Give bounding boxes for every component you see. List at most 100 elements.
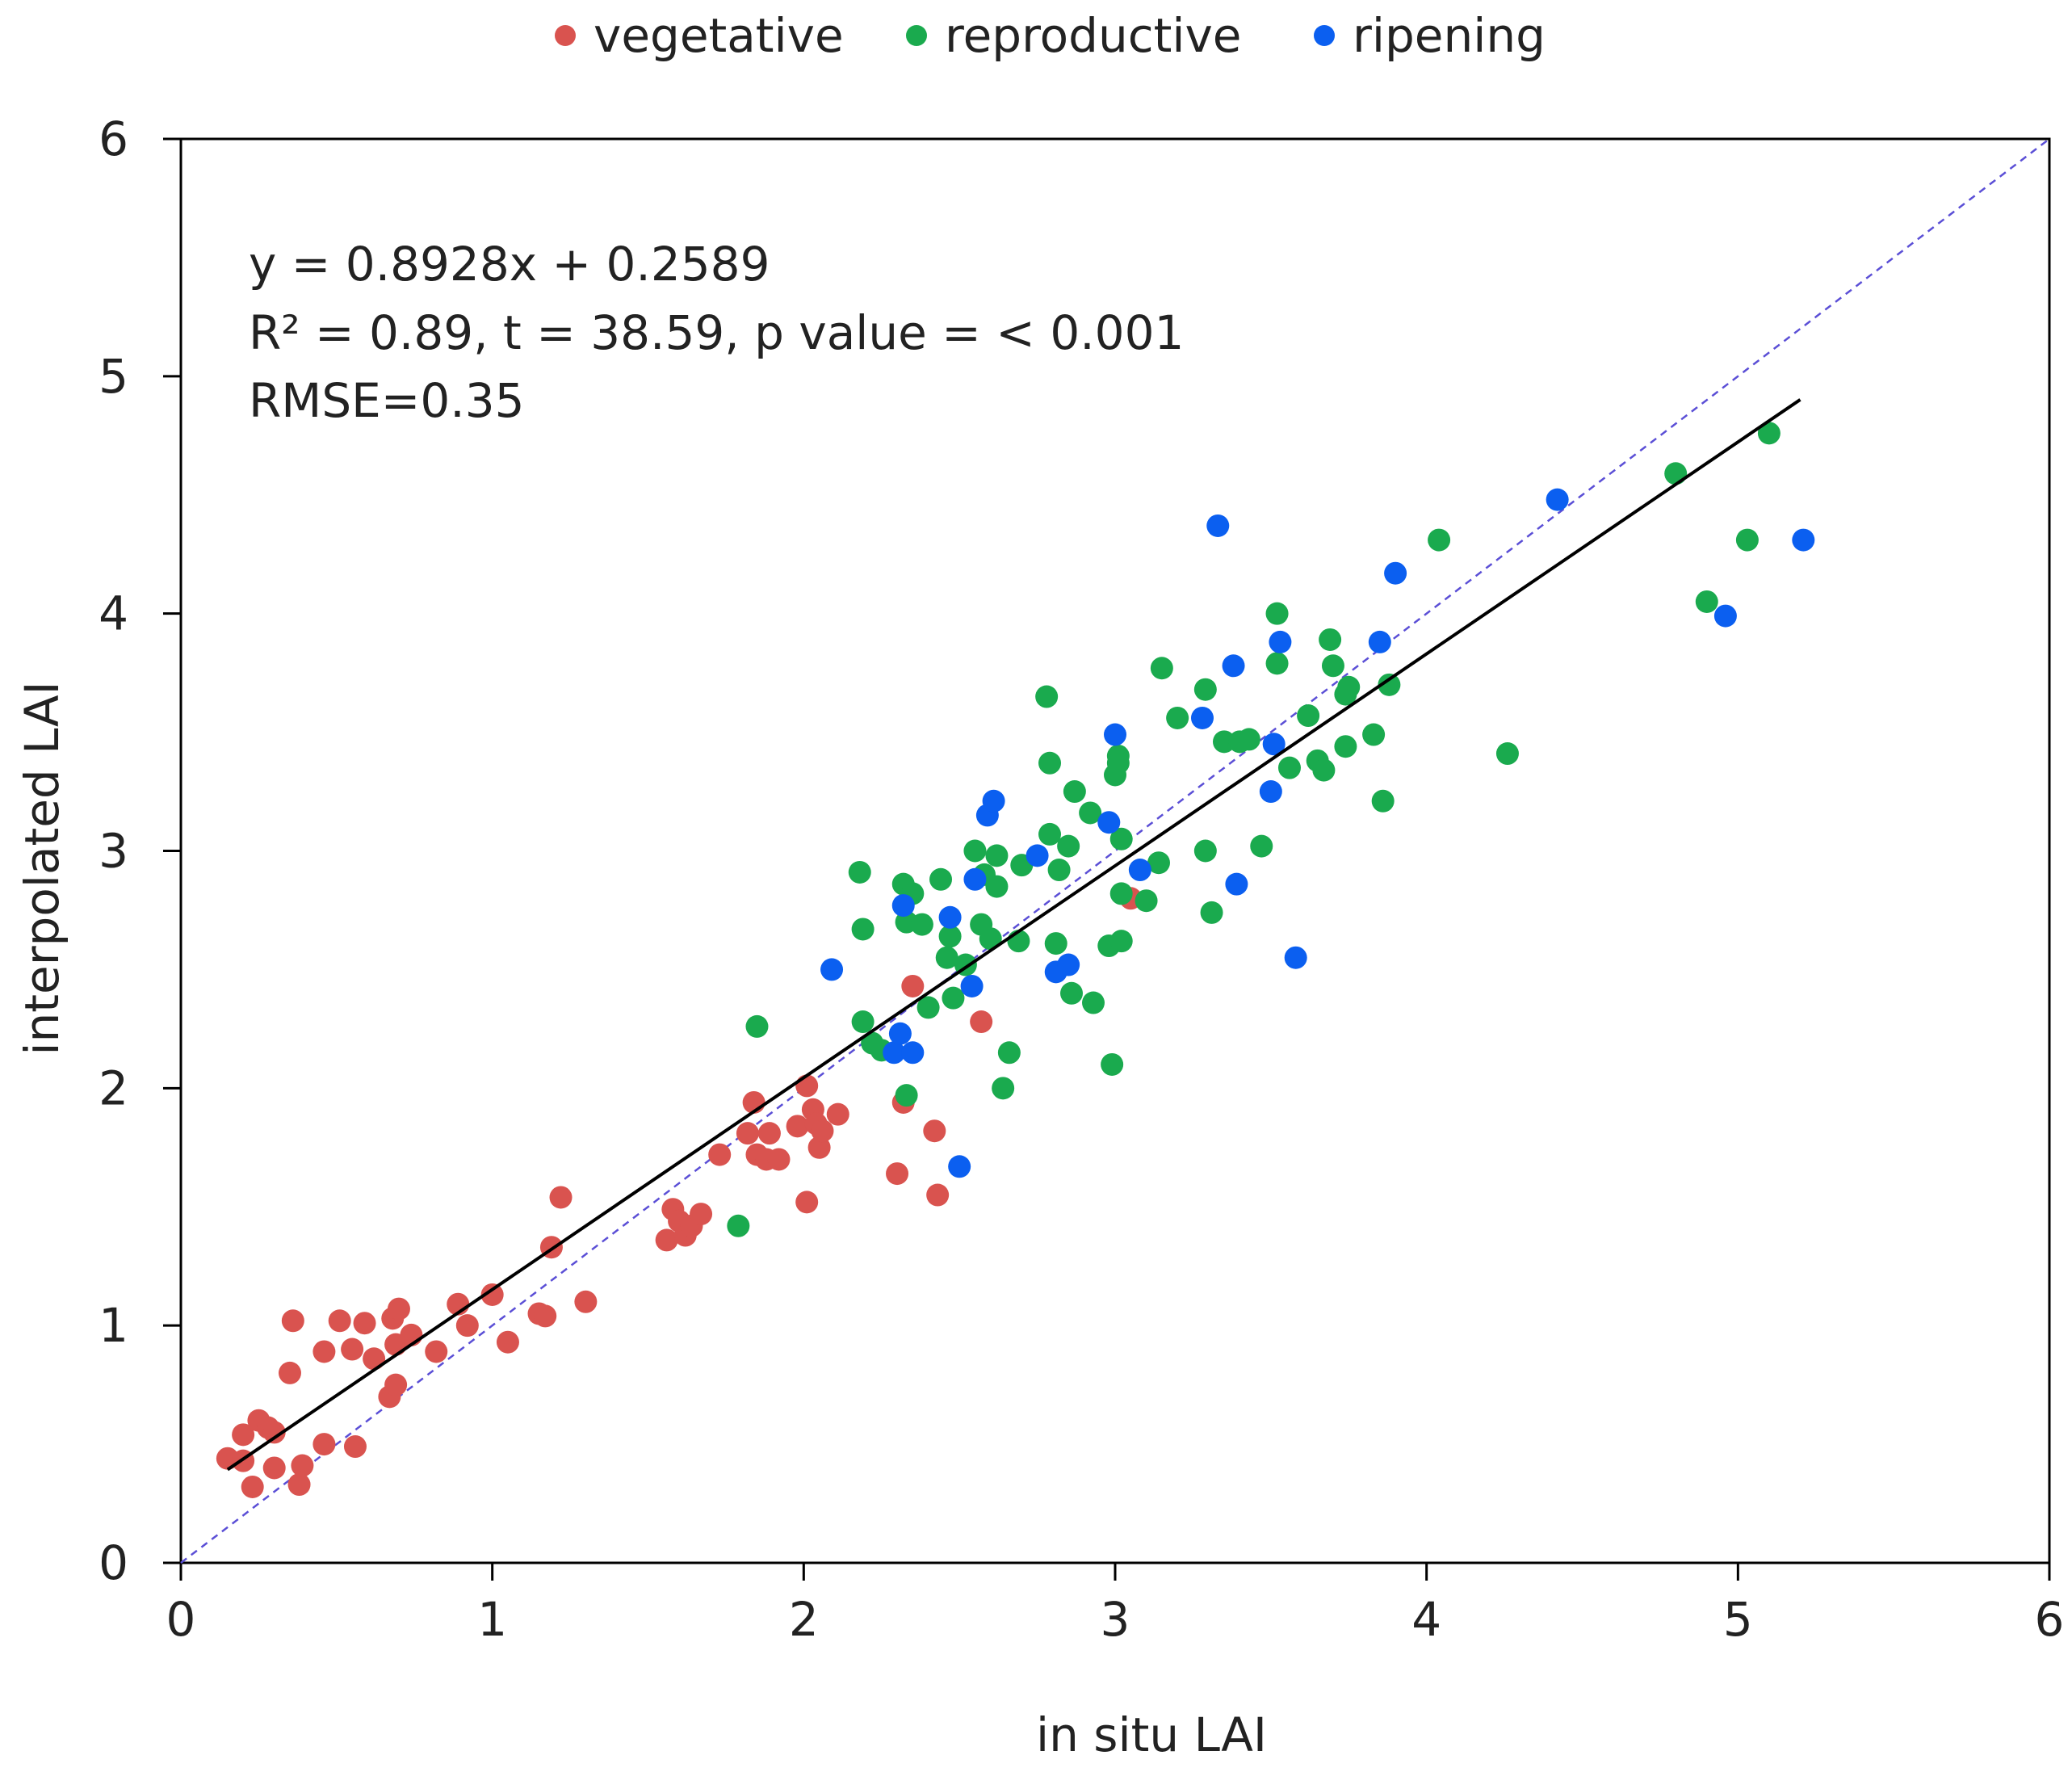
- point-reproductive: [1035, 685, 1059, 708]
- point-vegetative: [736, 1122, 759, 1145]
- point-vegetative: [384, 1373, 408, 1396]
- x-tick-label: 6: [2035, 1592, 2065, 1647]
- x-tick-label: 5: [1723, 1592, 1753, 1647]
- point-reproductive: [1265, 652, 1289, 675]
- point-ripening: [1284, 946, 1307, 969]
- point-reproductive: [1664, 462, 1688, 485]
- point-reproductive: [1060, 981, 1084, 1005]
- axis-ticks: 0 1 2 3 4 5 6 0 1 2 3 4 5 6: [99, 111, 2064, 1647]
- regression-annotation: y = 0.8928x + 0.2589 R² = 0.89, t = 38.5…: [249, 237, 1184, 428]
- point-reproductive: [1237, 728, 1260, 751]
- legend-label-reproductive: reproductive: [945, 8, 1241, 63]
- x-tick-label: 4: [1411, 1592, 1441, 1647]
- point-vegetative: [480, 1283, 504, 1306]
- point-ripening: [1097, 811, 1121, 834]
- regression-line: [226, 398, 1801, 1472]
- point-ripening: [1262, 733, 1286, 756]
- point-reproductive: [1277, 756, 1301, 779]
- point-vegetative: [496, 1330, 519, 1354]
- legend-marker-reproductive: [906, 25, 927, 46]
- legend-marker-vegetative: [555, 25, 576, 46]
- point-reproductive: [1044, 932, 1067, 955]
- y-axis-title: interpolated LAI: [15, 681, 69, 1055]
- point-ripening: [1792, 528, 1815, 552]
- point-ripening: [1206, 514, 1230, 537]
- point-vegetative: [262, 1421, 286, 1444]
- point-reproductive: [727, 1214, 750, 1237]
- point-ripening: [1259, 780, 1282, 804]
- point-vegetative: [353, 1312, 376, 1335]
- point-ripening: [1104, 723, 1126, 746]
- point-ripening: [960, 974, 984, 997]
- point-reproductive: [1200, 901, 1223, 924]
- point-reproductive: [1101, 1052, 1124, 1076]
- point-ripening: [1546, 488, 1569, 511]
- point-reproductive: [997, 1041, 1021, 1065]
- point-reproductive: [1495, 742, 1519, 766]
- point-vegetative: [328, 1309, 351, 1333]
- point-reproductive: [910, 913, 933, 936]
- point-reproductive: [985, 844, 1009, 867]
- legend-marker-ripening: [1314, 25, 1335, 46]
- point-ripening: [1057, 953, 1080, 976]
- point-vegetative: [923, 1119, 946, 1143]
- point-ripening: [938, 905, 962, 929]
- point-reproductive: [1319, 628, 1342, 651]
- x-tick-label: 2: [789, 1592, 819, 1647]
- x-tick-label: 1: [477, 1592, 507, 1647]
- point-reproductive: [929, 867, 953, 891]
- identity-line: [180, 138, 2050, 1564]
- point-vegetative: [262, 1456, 286, 1480]
- point-ripening: [982, 789, 1005, 813]
- equation-text: y = 0.8928x + 0.2589: [249, 237, 770, 292]
- point-reproductive: [1082, 991, 1105, 1014]
- point-reproductive: [1109, 930, 1133, 953]
- point-ripening: [1713, 604, 1737, 628]
- point-vegetative: [241, 1475, 264, 1498]
- y-tick-label: 0: [99, 1535, 128, 1590]
- y-tick-label: 6: [99, 111, 128, 166]
- x-tick-label: 0: [166, 1592, 196, 1647]
- point-reproductive: [1057, 834, 1080, 858]
- point-reproductive: [992, 1077, 1015, 1100]
- y-tick-label: 3: [99, 824, 128, 879]
- legend-label-ripening: ripening: [1353, 8, 1546, 63]
- rmse-text: RMSE=0.35: [249, 373, 525, 428]
- y-tick-label: 4: [99, 586, 128, 641]
- point-vegetative: [757, 1122, 781, 1145]
- point-vegetative: [795, 1074, 819, 1098]
- point-vegetative: [574, 1290, 598, 1313]
- point-reproductive: [1757, 422, 1780, 445]
- point-ripening: [883, 1041, 906, 1065]
- point-reproductive: [979, 927, 1002, 951]
- point-vegetative: [425, 1340, 448, 1363]
- legend-label-vegetative: vegetative: [593, 8, 844, 63]
- point-reproductive: [1193, 678, 1217, 701]
- point-ripening: [888, 1022, 912, 1045]
- x-axis-title: in situ LAI: [1036, 1707, 1267, 1762]
- point-vegetative: [549, 1186, 573, 1209]
- point-ripening: [948, 1155, 971, 1178]
- point-reproductive: [745, 1014, 769, 1038]
- data-points: [216, 398, 1815, 1498]
- point-ripening: [1222, 654, 1245, 678]
- point-vegetative: [287, 1473, 311, 1497]
- point-vegetative: [341, 1338, 364, 1361]
- point-ripening: [1190, 706, 1214, 729]
- point-reproductive: [1106, 751, 1130, 775]
- point-reproductive: [1166, 706, 1189, 729]
- point-reproductive: [1312, 758, 1336, 782]
- point-reproductive: [1362, 723, 1386, 746]
- y-tick-label: 2: [99, 1060, 128, 1115]
- point-ripening: [1225, 872, 1248, 896]
- point-reproductive: [963, 839, 987, 863]
- y-tick-label: 1: [99, 1298, 128, 1353]
- point-ripening: [1269, 630, 1292, 653]
- point-reproductive: [1135, 889, 1158, 913]
- point-reproductive: [1378, 673, 1401, 696]
- point-vegetative: [278, 1361, 301, 1384]
- point-vegetative: [811, 1119, 834, 1143]
- point-reproductive: [935, 946, 958, 969]
- stats-text: R² = 0.89, t = 38.59, p value = < 0.001: [249, 305, 1184, 360]
- point-reproductive: [1063, 780, 1086, 804]
